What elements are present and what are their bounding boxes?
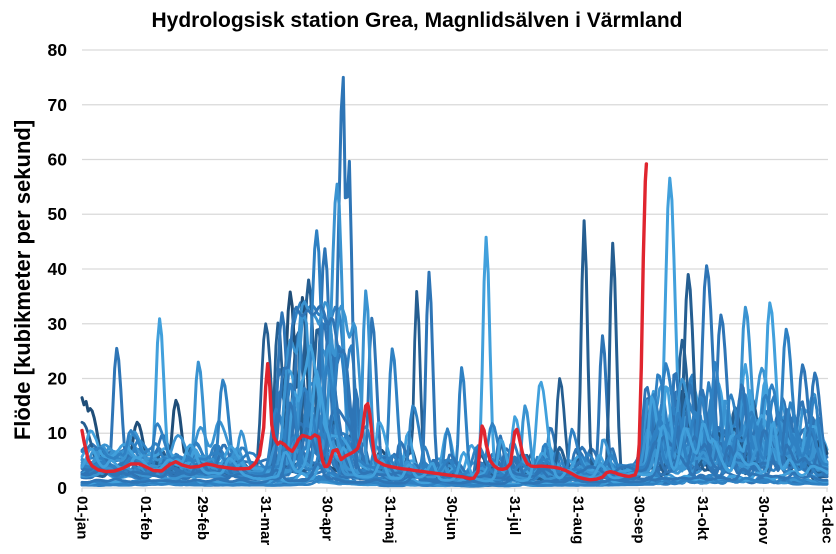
svg-text:70: 70 (48, 95, 68, 115)
svg-text:0: 0 (57, 478, 67, 498)
svg-text:20: 20 (48, 369, 68, 389)
svg-text:31-aug: 31-aug (570, 496, 587, 544)
svg-text:30-nov: 30-nov (755, 496, 772, 545)
svg-text:30-apr: 30-apr (318, 496, 335, 541)
svg-text:31-okt: 31-okt (694, 496, 711, 540)
svg-text:40: 40 (48, 259, 68, 279)
svg-text:31-maj: 31-maj (382, 496, 399, 544)
svg-text:31-dec: 31-dec (819, 496, 836, 544)
svg-text:31-mar: 31-mar (257, 496, 274, 545)
svg-text:60: 60 (48, 150, 68, 170)
svg-text:Hydrologsisk station Grea, Mag: Hydrologsisk station Grea, Magnlidsälven… (152, 9, 683, 32)
svg-text:01-feb: 01-feb (137, 496, 154, 540)
svg-text:30: 30 (48, 314, 68, 334)
svg-text:29-feb: 29-feb (194, 496, 211, 540)
svg-text:31-jul: 31-jul (506, 496, 523, 535)
svg-text:01-jan: 01-jan (74, 496, 91, 539)
svg-text:10: 10 (48, 423, 68, 443)
svg-text:80: 80 (48, 40, 68, 60)
svg-text:50: 50 (48, 204, 68, 224)
svg-text:Flöde [kubikmeter per sekund]: Flöde [kubikmeter per sekund] (10, 120, 35, 440)
svg-text:30-jun: 30-jun (443, 496, 460, 540)
svg-text:30-sep: 30-sep (631, 496, 648, 544)
